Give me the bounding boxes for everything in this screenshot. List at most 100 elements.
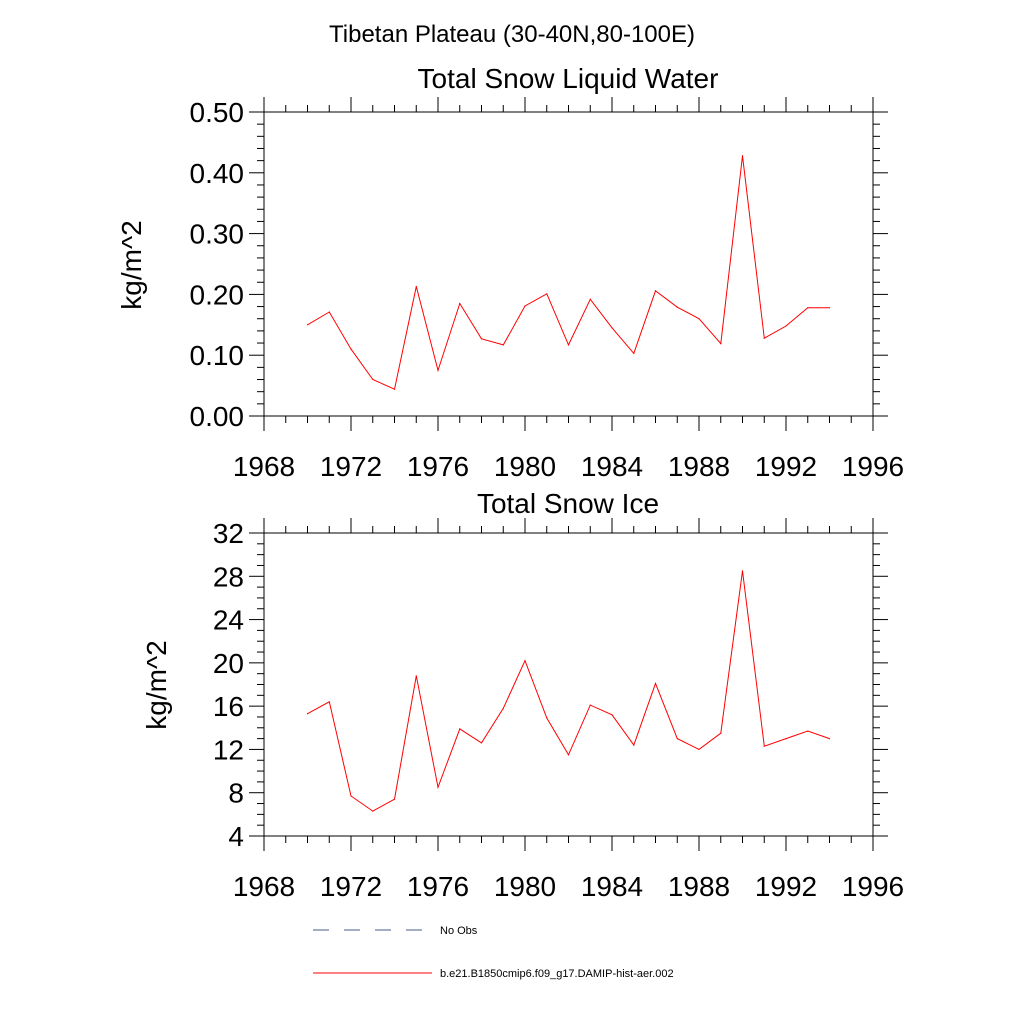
x-tick-label: 1992 bbox=[755, 451, 817, 482]
data-point bbox=[393, 798, 396, 800]
data-point bbox=[654, 290, 657, 292]
data-point bbox=[480, 742, 483, 744]
axis-ticks: 1968 1972 1976 1980 1984 1988 1992 1996 4 8 12 16 20… bbox=[213, 518, 904, 902]
series-line bbox=[307, 155, 830, 390]
panel-snow-ice: Total Snow Ice kg/m^2 1968 1972 1976 1980 19… bbox=[141, 488, 904, 902]
data-point bbox=[459, 728, 461, 730]
data-point bbox=[306, 324, 309, 326]
series-line bbox=[307, 570, 830, 812]
data-point bbox=[676, 306, 678, 308]
data-point bbox=[589, 298, 591, 300]
data-point bbox=[350, 348, 352, 350]
y-axis-label: kg/m^2 bbox=[141, 640, 172, 729]
legend-label: No Obs bbox=[440, 925, 478, 937]
data-point bbox=[611, 327, 613, 329]
data-point bbox=[372, 810, 374, 812]
x-tick-label: 1984 bbox=[581, 871, 643, 902]
y-tick-label: 28 bbox=[213, 561, 244, 592]
data-point bbox=[611, 714, 613, 716]
x-tick-label: 1968 bbox=[233, 871, 295, 902]
data-point bbox=[350, 795, 352, 797]
data-point bbox=[502, 344, 504, 346]
data-point bbox=[502, 707, 504, 709]
data-point bbox=[437, 786, 439, 788]
y-tick-label: 4 bbox=[228, 821, 244, 852]
data-point bbox=[741, 155, 744, 157]
data-point bbox=[459, 302, 461, 305]
y-tick-label: 0.50 bbox=[190, 97, 245, 128]
x-tick-label: 1976 bbox=[407, 451, 469, 482]
data-point bbox=[763, 745, 765, 747]
y-tick-label: 24 bbox=[213, 605, 244, 636]
x-tick-label: 1980 bbox=[494, 871, 556, 902]
data-point bbox=[524, 660, 526, 662]
x-tick-label: 1988 bbox=[668, 871, 730, 902]
legend-item-model: b.e21.B1850cmip6.f09_g17.DAMIP-hist-aer.… bbox=[313, 968, 674, 980]
data-point bbox=[306, 713, 309, 715]
y-tick-label: 0.00 bbox=[190, 401, 245, 432]
x-tick-label: 1984 bbox=[581, 451, 643, 482]
data-point bbox=[741, 570, 744, 572]
x-tick-label: 1976 bbox=[407, 871, 469, 902]
data-point bbox=[676, 738, 678, 740]
plot-frame bbox=[263, 532, 874, 837]
x-tick-label: 1992 bbox=[755, 871, 817, 902]
y-tick-label: 32 bbox=[213, 518, 244, 549]
data-point bbox=[567, 754, 570, 756]
data-point bbox=[480, 338, 483, 340]
data-point bbox=[720, 343, 722, 345]
data-point bbox=[654, 682, 657, 685]
data-point bbox=[633, 352, 635, 354]
data-point bbox=[546, 717, 548, 719]
y-axis-label: kg/m^2 bbox=[116, 220, 147, 309]
series-marks bbox=[306, 570, 831, 812]
data-point bbox=[698, 318, 700, 320]
axis-ticks: 1968 1972 1976 1980 1984 1988 1992 1996 0.00 0.10… bbox=[190, 97, 904, 482]
data-point bbox=[567, 344, 570, 346]
legend: No Obs b.e21.B1850cmip6.f09_g17.DAMIP-hi… bbox=[313, 925, 674, 980]
data-point bbox=[785, 738, 787, 740]
data-point bbox=[415, 675, 417, 677]
panel-snow-liquid-water: Total Snow Liquid Water kg/m^2 1968 1972 1… bbox=[116, 63, 904, 482]
chart-title: Total Snow Ice bbox=[477, 488, 659, 519]
y-tick-label: 0.30 bbox=[190, 219, 245, 250]
chart-title: Total Snow Liquid Water bbox=[418, 63, 719, 94]
y-tick-label: 20 bbox=[213, 648, 244, 679]
y-tick-label: 16 bbox=[213, 691, 244, 722]
plot-frame bbox=[263, 111, 874, 417]
data-point bbox=[328, 701, 330, 703]
data-point bbox=[372, 378, 374, 381]
figure-title: Tibetan Plateau (30-40N,80-100E) bbox=[329, 21, 695, 48]
y-tick-label: 8 bbox=[228, 778, 244, 809]
x-tick-label: 1972 bbox=[320, 871, 382, 902]
x-tick-label: 1988 bbox=[668, 451, 730, 482]
y-tick-label: 0.40 bbox=[190, 158, 245, 189]
x-tick-label: 1968 bbox=[233, 451, 295, 482]
data-point bbox=[393, 388, 396, 390]
legend-label: b.e21.B1850cmip6.f09_g17.DAMIP-hist-aer.… bbox=[440, 968, 674, 980]
data-point bbox=[720, 732, 722, 734]
data-point bbox=[524, 305, 526, 307]
data-point bbox=[437, 369, 439, 371]
data-point bbox=[785, 325, 787, 327]
data-point bbox=[807, 730, 809, 732]
x-tick-label: 1972 bbox=[320, 451, 382, 482]
data-point bbox=[546, 293, 548, 295]
x-tick-label: 1996 bbox=[842, 871, 904, 902]
data-point bbox=[763, 337, 765, 339]
y-tick-label: 0.20 bbox=[190, 279, 245, 310]
data-point bbox=[328, 311, 330, 313]
data-point bbox=[698, 748, 700, 751]
y-tick-label: 12 bbox=[213, 734, 244, 765]
x-tick-label: 1996 bbox=[842, 451, 904, 482]
x-tick-label: 1980 bbox=[494, 451, 556, 482]
data-point bbox=[589, 704, 591, 706]
data-point bbox=[633, 744, 635, 746]
y-tick-label: 0.10 bbox=[190, 340, 245, 371]
data-point bbox=[828, 738, 831, 740]
data-point bbox=[807, 307, 809, 309]
data-point bbox=[828, 307, 831, 309]
data-point bbox=[415, 285, 417, 288]
legend-item-no-obs: No Obs bbox=[313, 925, 478, 937]
